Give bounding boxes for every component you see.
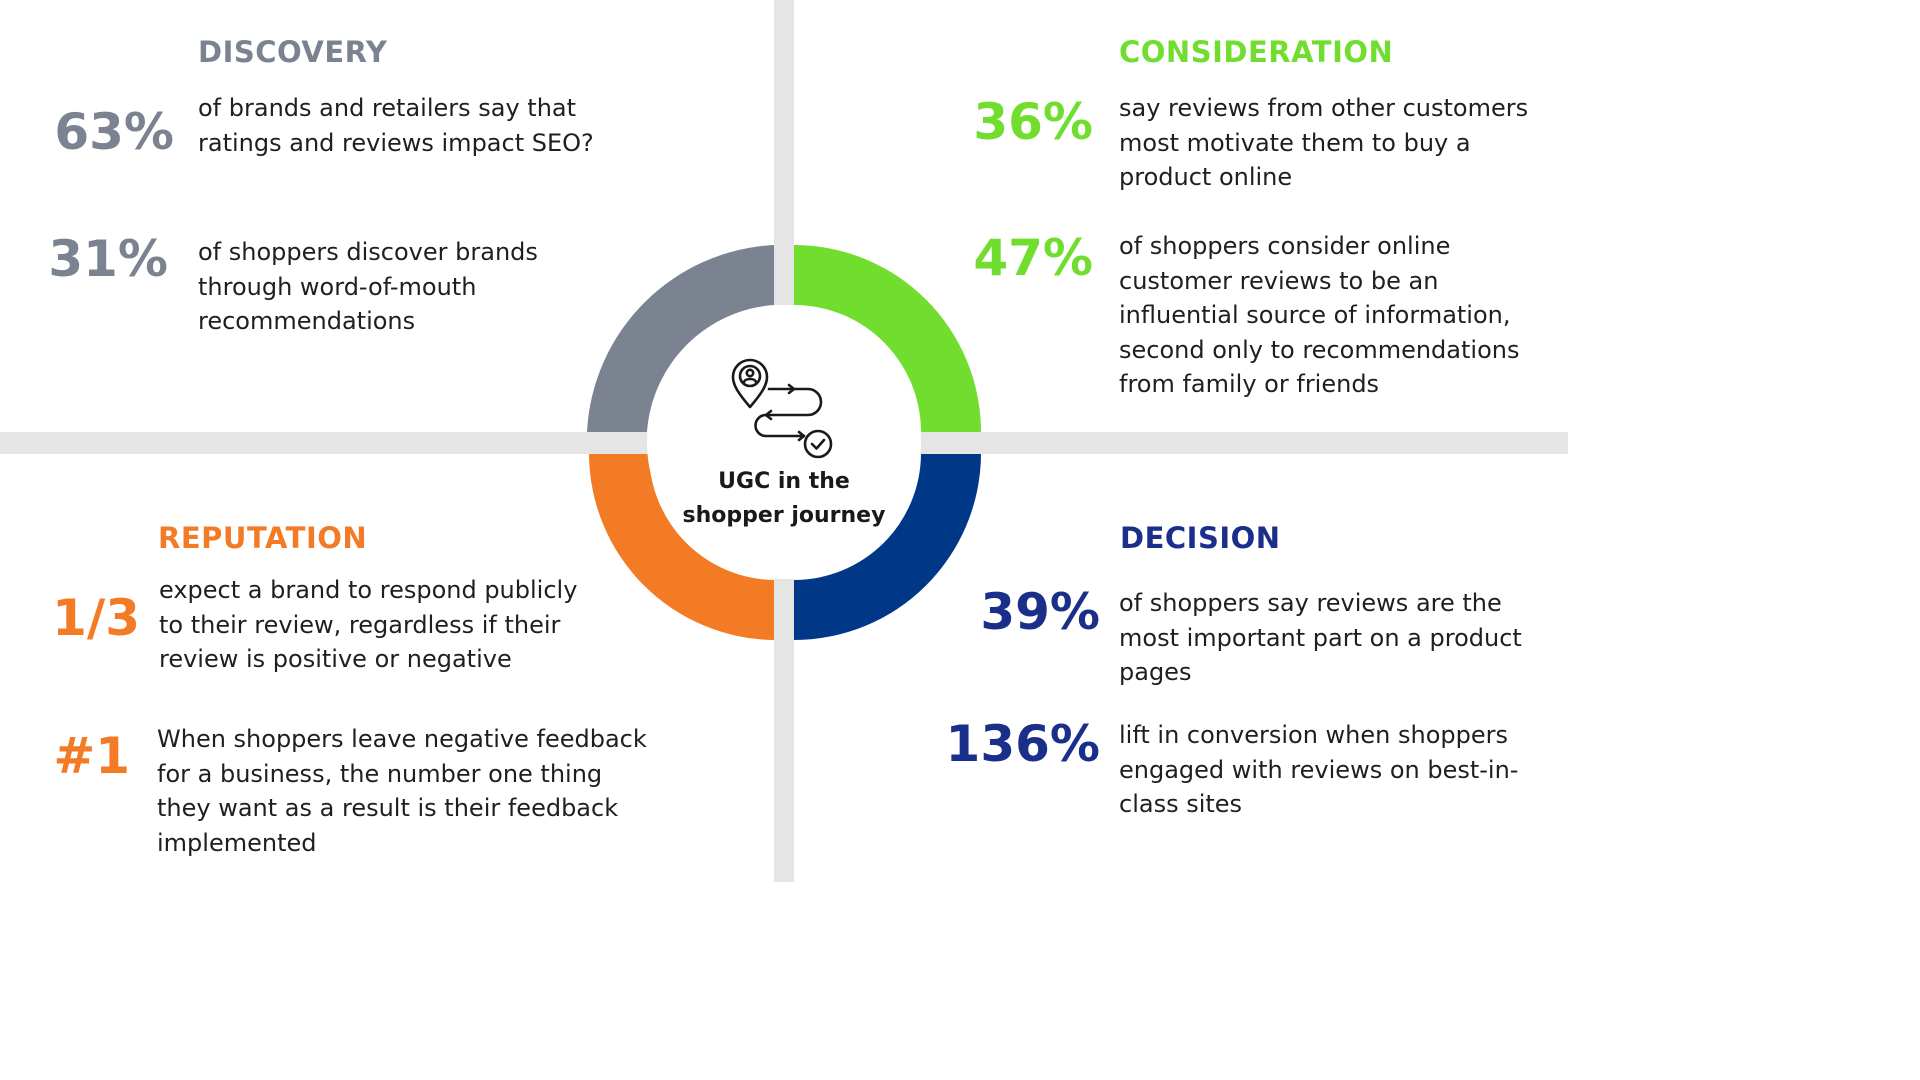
decision-stat-2-value: 136% [945, 715, 1100, 773]
consideration-stat-1-value: 36% [973, 93, 1093, 151]
decision-stat-1-text: of shoppers say reviews are the most imp… [1119, 589, 1522, 686]
center-disc [647, 305, 921, 579]
decision-heading: DECISION [1120, 521, 1281, 555]
reputation-heading: REPUTATION [158, 521, 368, 555]
center-title: UGC in the shopper journey [647, 465, 921, 533]
ring-segment-discovery [587, 245, 774, 432]
discovery-stat-2-value: 31% [48, 230, 168, 288]
reputation-stat-1-value: 1/3 [52, 589, 140, 647]
ring-segment-decision [794, 454, 981, 640]
consideration-stat-1-text: say reviews from other customers most mo… [1119, 94, 1529, 191]
center-title-line1: UGC in the [718, 469, 850, 494]
ring-segment-consideration [794, 245, 981, 432]
reputation-stat-2-value: #1 [53, 727, 130, 785]
reputation-stat-1-text: expect a brand to respond publicly to th… [159, 576, 578, 673]
discovery-heading: DISCOVERY [198, 35, 388, 69]
center-title-line2: shopper journey [682, 503, 886, 528]
discovery-stat-2-text: of shoppers discover brands through word… [198, 238, 538, 335]
ring-segment-reputation [589, 454, 774, 640]
journey-ring [587, 245, 981, 640]
decision-stat-2-text: lift in conversion when shoppers engaged… [1119, 721, 1519, 818]
journey-route-icon [731, 358, 833, 459]
discovery-stat-1-value: 63% [54, 103, 174, 161]
discovery-stat-1-text: of brands and retailers say that ratings… [198, 94, 594, 157]
consideration-stat-2-text: of shoppers consider online customer rev… [1119, 232, 1520, 398]
consideration-heading: CONSIDERATION [1119, 35, 1394, 69]
reputation-stat-2-text: When shoppers leave negative feedback fo… [157, 725, 647, 857]
consideration-stat-2-value: 47% [973, 229, 1093, 287]
decision-stat-1-value: 39% [980, 583, 1100, 641]
